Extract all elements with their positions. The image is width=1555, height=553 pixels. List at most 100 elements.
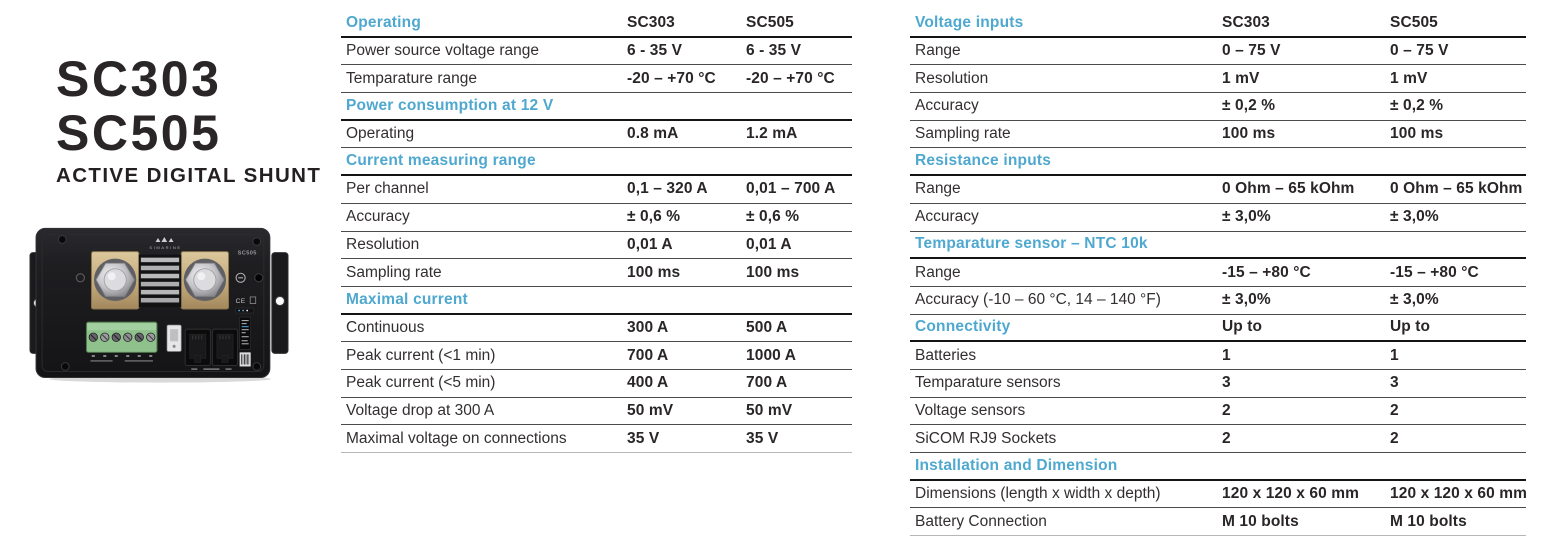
spec-label: Voltage inputs [915,13,1024,31]
value-sc505: 35 V [746,429,779,447]
spec-label: Battery Connection [915,512,1047,530]
spec-label: Dimensions (length x width x depth) [915,485,1161,503]
value-sc505: SC505 [746,13,794,31]
spec-label: Sampling rate [915,125,1011,143]
sicom-labels [191,368,232,370]
value-sc505: 0,01 A [746,235,792,253]
value-sc303: 1 [1222,346,1231,364]
value-sc303: 0 Ohm – 65 kOhm [1222,180,1355,198]
value-sc303: 0.8 mA [627,125,679,143]
value-sc303: 6 - 35 V [627,42,683,60]
shunt-element [138,254,182,308]
spec-data-row: Accuracy ± 0,6 % ± 0,6 % [341,204,852,232]
spec-section-row: Maximal current [341,287,852,315]
product-title-sc303: SC303 [56,51,222,107]
value-sc505: 500 A [746,318,788,336]
spec-section-row: Installation and Dimension [910,453,1526,481]
spec-label: Temparature sensor – NTC 10k [915,235,1148,253]
spec-label: Power source voltage range [346,42,540,60]
spec-data-row: Sampling rate 100 ms 100 ms [910,121,1526,149]
value-sc303: ± 0,2 % [1222,97,1276,115]
spec-data-row: Operating 0.8 mA 1.2 mA [341,121,852,149]
spec-label: Range [915,180,961,198]
spec-data-row: Temparature sensors 3 3 [910,370,1526,398]
spec-label: Voltage drop at 300 A [346,401,495,419]
product-title-block: SC303 SC505 ACTIVE DIGITAL SHUNT [56,52,321,188]
spec-data-row: Accuracy ± 3,0% ± 3,0% [910,204,1526,232]
spec-data-row: Resolution 0,01 A 0,01 A [341,232,852,260]
cert-mark-icon [249,296,257,304]
spec-data-row: Range 0 Ohm – 65 kOhm 0 Ohm – 65 kOhm [910,176,1526,204]
spec-label: Accuracy (-10 – 60 °C, 14 – 140 °F) [915,291,1161,309]
value-sc303: Up to [1222,318,1263,336]
spec-data-row: Peak current (<5 min) 400 A 700 A [341,370,852,398]
value-sc505: -15 – +80 °C [1390,263,1479,281]
spec-data-row: Power source voltage range 6 - 35 V 6 - 35… [341,38,852,66]
spec-label: Voltage sensors [915,401,1026,419]
value-sc505: SC505 [1390,13,1438,31]
spec-data-row: Accuracy (-10 – 60 °C, 14 – 140 °F) ± 3,0… [910,287,1526,315]
spec-label: Peak current (<1 min) [346,346,496,364]
spec-section-row: Temparature sensor – NTC 10k [910,232,1526,260]
spec-label: Batteries [915,346,977,364]
value-sc505: 50 mV [746,401,793,419]
spec-label: Accuracy [346,208,410,226]
terminal-block [85,321,158,362]
spec-label: Resolution [346,235,420,253]
value-sc303: M 10 bolts [1222,512,1299,530]
value-sc303: 700 A [627,346,669,364]
product-photo: SIMARINE SC505 CE [28,226,290,384]
product-subtitle: ACTIVE DIGITAL SHUNT [56,164,322,187]
spec-data-row: Battery Connection M 10 bolts M 10 bolts [910,508,1526,537]
spec-label: Maximal voltage on connections [346,429,567,447]
terminal-range-labels [90,360,153,362]
value-sc303: SC303 [1222,13,1270,31]
spec-label: Temparature range [346,69,477,87]
spec-data-row: Voltage sensors 2 2 [910,398,1526,426]
value-sc505: ± 0,2 % [1390,97,1444,115]
value-sc505: 1000 A [746,346,797,364]
spec-section-row: Current measuring range [341,148,852,177]
spec-data-row: Voltage drop at 300 A 50 mV 50 mV [341,398,852,426]
spec-data-row: Maximal voltage on connections 35 V 35 V [341,425,852,453]
value-sc505: 3 [1390,374,1399,392]
value-sc505: 1 mV [1390,69,1428,87]
spec-label: Operating [346,125,415,143]
flange-hole-right [274,295,285,307]
io-spec-table: Voltage inputs SC303 SC505 Range 0 – 75 V 0 –… [910,10,1527,537]
spec-data-row: Range 0 – 75 V 0 – 75 V [910,38,1526,66]
terminal-screws [88,332,156,342]
corner-screws [57,235,262,371]
spec-data-row: Dimensions (length x width x depth) 120 x… [910,481,1527,509]
value-sc303: ± 3,0% [1222,208,1271,226]
value-sc505: ± 0,6 % [746,208,800,226]
product-title-sc505: SC505 [56,105,222,161]
spec-data-row: Accuracy ± 0,2 % ± 0,2 % [910,93,1526,121]
indicator-label [235,307,255,314]
spec-data-row: Resolution 1 mV 1 mV [910,65,1526,94]
spec-label: Temparature sensors [915,374,1061,392]
plus-terminal-mark-icon [75,273,86,283]
spec-data-row: SiCOM RJ9 Sockets 2 2 [910,425,1526,453]
value-sc303: 120 x 120 x 60 mm [1222,485,1359,503]
value-sc303: 0,01 A [627,235,673,253]
spec-label: Power consumption at 12 V [346,96,554,114]
spec-data-row: Range -15 – +80 °C -15 – +80 °C [910,259,1526,287]
spec-label: Peak current (<5 min) [346,374,496,392]
spec-data-row: Temparature range -20 – +70 °C -20 – +70 °… [341,65,852,94]
barcode-sticker [239,352,251,367]
value-sc303: 100 ms [627,263,681,281]
value-sc505: 100 ms [1390,125,1444,143]
spec-label: Connectivity [915,318,1011,336]
spec-data-row: Peak current (<1 min) 700 A 1000 A [341,342,852,370]
spec-label: Maximal current [346,290,468,308]
value-sc505: 120 x 120 x 60 mm [1390,485,1527,503]
value-sc505: 0,01 – 700 A [746,180,836,198]
spec-label: Range [915,42,961,60]
value-sc303: SC303 [627,13,675,31]
device-model-label: SC505 [238,251,257,257]
value-sc505: 100 ms [746,263,800,281]
value-sc303: -20 – +70 °C [627,69,716,87]
spec-section-row: Operating SC303 SC505 [341,10,852,38]
spec-label: Sampling rate [346,263,442,281]
